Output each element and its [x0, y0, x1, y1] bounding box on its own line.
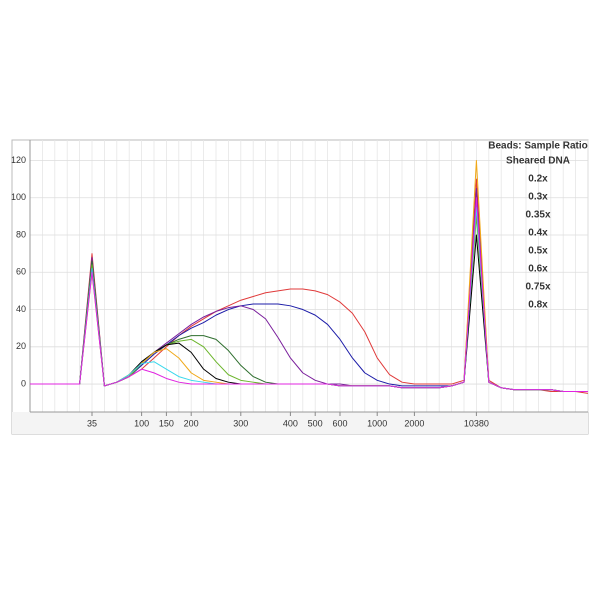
y-tick-label: 20 [16, 341, 26, 351]
legend-entry: 0.8x [528, 300, 548, 311]
x-tick-label: 300 [233, 418, 248, 428]
legend-entry: 0.4x [528, 228, 548, 239]
x-axis-band [12, 412, 588, 434]
legend-entry: 0.35x [525, 210, 550, 221]
y-tick-label: 120 [11, 155, 26, 165]
x-tick-label: 1000 [367, 418, 387, 428]
x-tick-label: 100 [134, 418, 149, 428]
plot [30, 159, 589, 394]
grid [29, 140, 589, 416]
x-tick-label: 150 [159, 418, 174, 428]
y-tick-label: 40 [16, 304, 26, 314]
x-tick-label: 10380 [464, 418, 489, 428]
x-tick-label: 200 [184, 418, 199, 428]
x-tick-label: 600 [332, 418, 347, 428]
series-line [30, 197, 588, 393]
legend-entry: 0.2x [528, 174, 548, 185]
y-tick-label: 100 [11, 192, 26, 202]
legend-entry: 0.75x [525, 282, 550, 293]
x-tick-label: 2000 [404, 418, 424, 428]
y-tick-label: 80 [16, 229, 26, 239]
labels: 0 20 40 60 80 100 120 35 100 150 200 300 400 500 600 10… [11, 155, 489, 429]
legend-entry: Sheared DNA [506, 156, 570, 167]
x-tick-label: 35 [87, 418, 97, 428]
x-tick-label: 500 [308, 418, 323, 428]
y-tick-label: 60 [16, 267, 26, 277]
legend-entry: 0.5x [528, 246, 548, 257]
legend-entry: 0.3x [528, 192, 548, 203]
x-tick-label: 400 [283, 418, 298, 428]
legend-entry: 0.6x [528, 264, 548, 275]
legend-title: Beads: Sample Ratio [488, 141, 587, 152]
y-tick-label: 0 [21, 378, 26, 388]
